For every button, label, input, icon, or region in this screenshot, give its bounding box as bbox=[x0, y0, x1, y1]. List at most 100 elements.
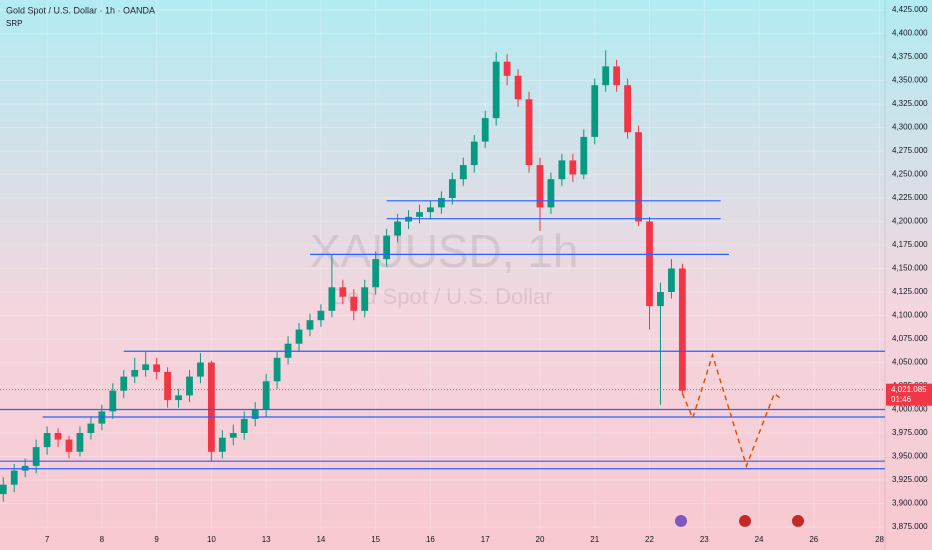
x-tick-label: 10 bbox=[207, 535, 216, 544]
candle-body bbox=[43, 433, 51, 448]
projection-path bbox=[681, 352, 784, 469]
candle-body bbox=[32, 447, 40, 466]
candle-body bbox=[87, 423, 95, 433]
candle-body bbox=[646, 221, 653, 307]
event-icon[interactable] bbox=[675, 515, 687, 527]
y-tick-label: 3,925.000 bbox=[892, 475, 928, 484]
x-tick-label: 28 bbox=[875, 535, 884, 544]
candle-body bbox=[306, 320, 314, 330]
candle-body bbox=[569, 160, 577, 175]
x-tick-label: 17 bbox=[481, 535, 490, 544]
candle-body bbox=[197, 362, 204, 377]
last-price-label: 4,021.085 bbox=[891, 385, 927, 394]
x-tick-label: 9 bbox=[154, 535, 159, 544]
x-tick-label: 8 bbox=[100, 535, 105, 544]
watermark: XAUUSD, 1h bbox=[310, 225, 578, 277]
y-tick-label: 4,400.000 bbox=[892, 29, 928, 38]
x-tick-label: 14 bbox=[316, 535, 325, 544]
candle-body bbox=[76, 433, 84, 452]
candle-body bbox=[153, 364, 161, 372]
candle-body bbox=[10, 470, 18, 485]
candle-body bbox=[427, 207, 434, 213]
x-tick-label: 13 bbox=[262, 535, 271, 544]
y-tick-label: 4,375.000 bbox=[892, 52, 928, 61]
candle-body bbox=[438, 198, 445, 208]
candle-body bbox=[536, 165, 544, 208]
candle-body bbox=[372, 259, 380, 288]
candle-body bbox=[317, 310, 325, 321]
y-tick-label: 4,000.000 bbox=[892, 405, 928, 414]
candle-body bbox=[591, 85, 599, 137]
candle-body bbox=[295, 329, 303, 344]
candle-body bbox=[207, 362, 215, 452]
candle-body bbox=[339, 287, 347, 297]
x-tick-label: 7 bbox=[45, 535, 50, 544]
candle-body bbox=[514, 75, 522, 100]
candle-body bbox=[186, 376, 193, 396]
candle-body bbox=[218, 437, 226, 452]
candle-body bbox=[361, 287, 369, 311]
x-tick-label: 26 bbox=[809, 535, 818, 544]
y-tick-label: 3,900.000 bbox=[892, 499, 928, 508]
y-tick-label: 4,150.000 bbox=[892, 264, 928, 273]
event-icon[interactable] bbox=[739, 515, 751, 527]
x-tick-label: 22 bbox=[645, 535, 654, 544]
candle-body bbox=[613, 66, 621, 86]
candle-body bbox=[503, 61, 511, 76]
y-tick-label: 4,225.000 bbox=[892, 193, 928, 202]
y-tick-label: 4,100.000 bbox=[892, 311, 928, 320]
candle-body bbox=[175, 395, 182, 401]
y-tick-label: 4,350.000 bbox=[892, 76, 928, 85]
candle-body bbox=[229, 433, 237, 438]
chart-title: Gold Spot / U.S. Dollar · 1h · OANDA bbox=[6, 5, 155, 15]
candle-body bbox=[416, 212, 423, 217]
candle-body bbox=[459, 165, 467, 180]
x-tick-label: 24 bbox=[755, 535, 764, 544]
candle-body bbox=[273, 357, 281, 382]
candle-body bbox=[470, 141, 478, 166]
candle-body bbox=[65, 439, 73, 452]
y-tick-label: 4,175.000 bbox=[892, 240, 928, 249]
indicator-label: SRP bbox=[6, 19, 22, 28]
candle-body bbox=[602, 66, 610, 86]
candle-body bbox=[448, 179, 456, 198]
candle-body bbox=[164, 371, 171, 401]
y-tick-label: 4,075.000 bbox=[892, 334, 928, 343]
y-tick-label: 3,950.000 bbox=[892, 452, 928, 461]
y-tick-label: 4,200.000 bbox=[892, 217, 928, 226]
y-tick-label: 4,125.000 bbox=[892, 287, 928, 296]
event-icon[interactable] bbox=[792, 515, 804, 527]
candle-body bbox=[328, 287, 336, 311]
y-tick-label: 4,250.000 bbox=[892, 170, 928, 179]
candle-body bbox=[109, 390, 117, 412]
candle-body bbox=[0, 484, 7, 495]
candle-body bbox=[678, 268, 686, 391]
candle-body bbox=[120, 376, 128, 391]
candle-body bbox=[262, 381, 270, 410]
event-icons bbox=[675, 515, 804, 527]
candle-body bbox=[142, 364, 150, 371]
candle-body bbox=[624, 85, 632, 133]
y-tick-label: 3,975.000 bbox=[892, 428, 928, 437]
y-tick-label: 4,050.000 bbox=[892, 358, 928, 367]
candle-body bbox=[668, 268, 675, 292]
x-tick-label: 15 bbox=[371, 535, 380, 544]
x-tick-label: 20 bbox=[536, 535, 545, 544]
candle-body bbox=[54, 433, 62, 440]
x-tick-label: 23 bbox=[700, 535, 709, 544]
candle-body bbox=[558, 160, 566, 180]
last-price-box bbox=[886, 383, 932, 406]
candle-body bbox=[580, 136, 588, 175]
candle-body bbox=[492, 61, 500, 119]
candle-body bbox=[525, 99, 533, 166]
candle-body bbox=[547, 179, 555, 208]
y-tick-label: 3,875.000 bbox=[892, 522, 928, 531]
candle-body bbox=[383, 235, 391, 260]
y-tick-label: 4,275.000 bbox=[892, 146, 928, 155]
y-tick-label: 4,425.000 bbox=[892, 5, 928, 14]
candle-body bbox=[481, 118, 489, 142]
candle-body bbox=[240, 418, 248, 433]
y-tick-label: 4,300.000 bbox=[892, 123, 928, 132]
candle-body bbox=[635, 132, 642, 222]
